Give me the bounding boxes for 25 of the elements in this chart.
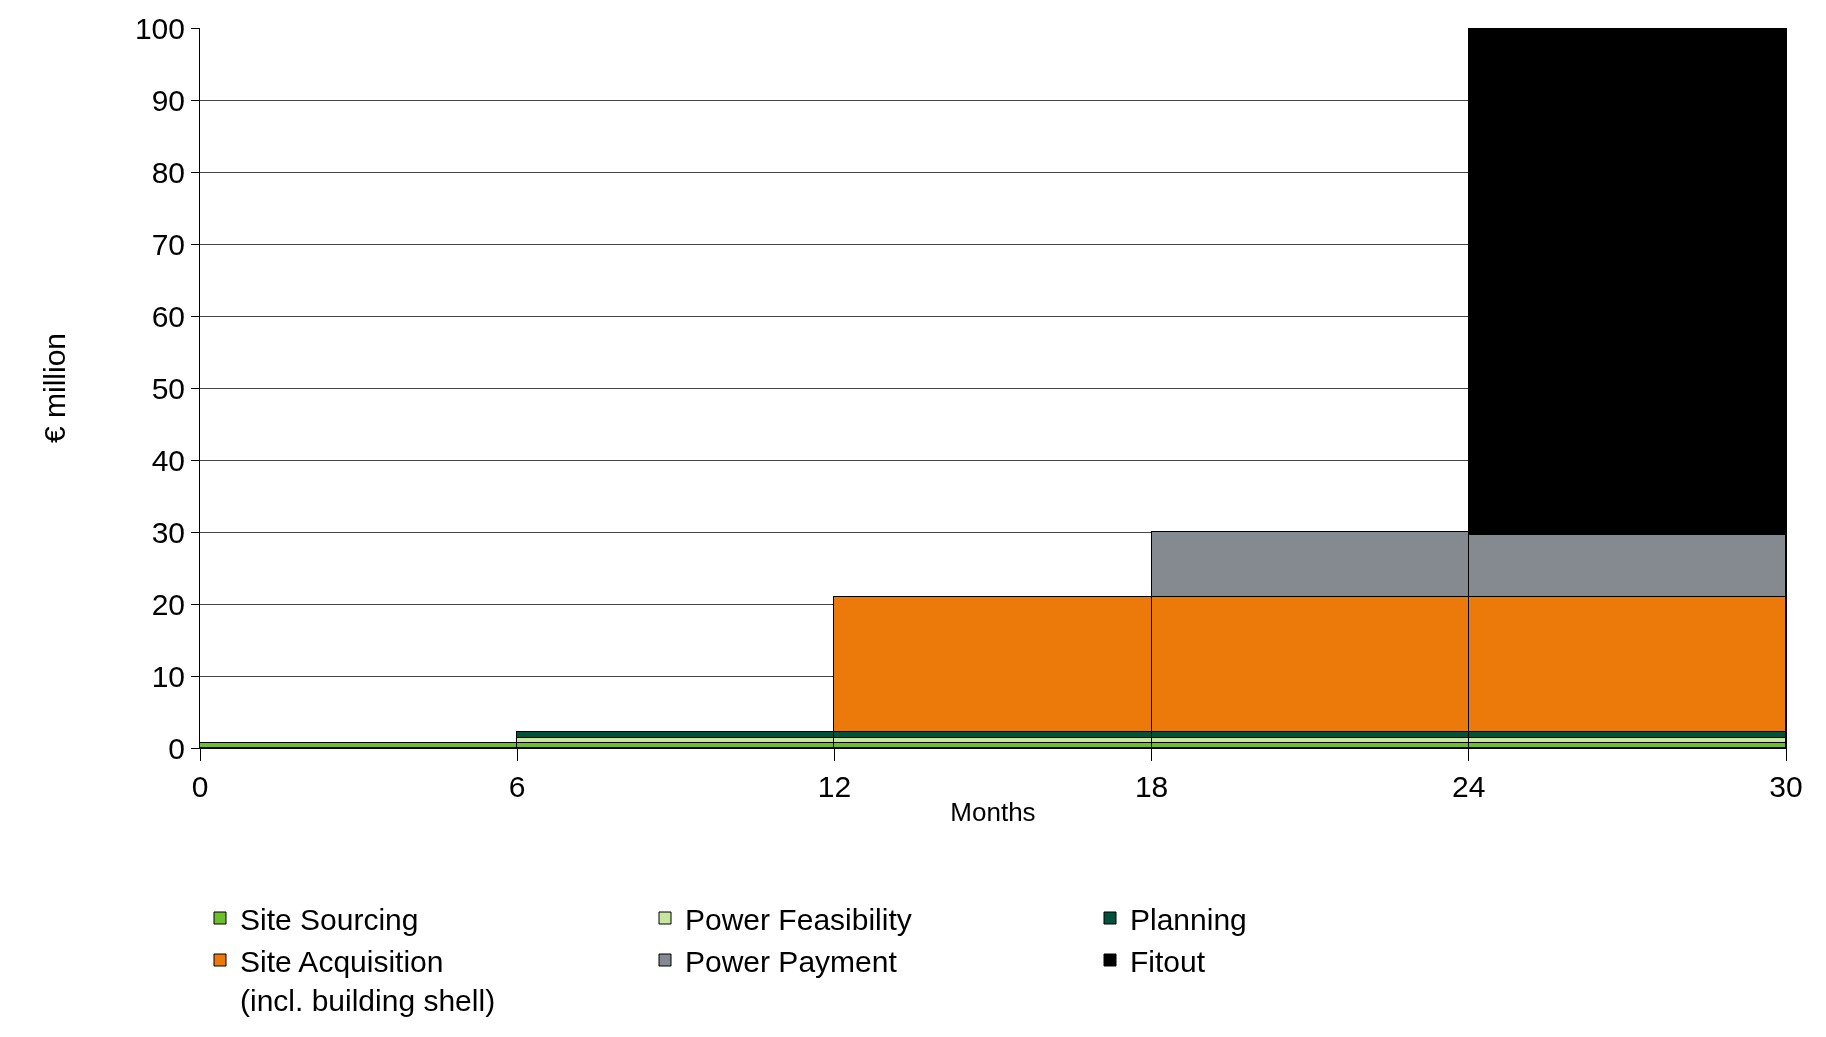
y-tick-label: 70	[151, 227, 185, 261]
y-tick-label: 30	[151, 515, 185, 549]
x-tick-label: 30	[1769, 770, 1803, 803]
y-tick-label: 0	[168, 731, 185, 765]
legend-label: Power Feasibility	[685, 902, 912, 936]
x-tick-label: 24	[1452, 770, 1486, 803]
x-tick-label: 0	[191, 770, 209, 803]
y-tick-label: 100	[134, 11, 185, 45]
x-tick-label: 6	[508, 770, 526, 803]
legend-label: Site Sourcing	[240, 902, 419, 936]
legend-label: Fitout	[1130, 944, 1206, 978]
legend-label: Site Acquisition (incl. building shell)	[240, 944, 496, 1017]
x-tick-label: 18	[1134, 770, 1169, 803]
y-tick-label: 60	[151, 299, 185, 333]
y-axis-title: € million	[37, 332, 71, 444]
x-axis-title: Months	[950, 796, 1036, 827]
legend-label: Power Payment	[685, 944, 898, 978]
y-tick-label: 10	[151, 659, 185, 693]
y-tick-label: 50	[151, 371, 185, 405]
y-tick-label: 20	[151, 587, 185, 621]
y-tick-label: 80	[151, 155, 185, 189]
y-tick-label: 40	[151, 443, 185, 477]
x-tick-label: 12	[817, 770, 852, 803]
legend-label: Planning	[1130, 902, 1247, 936]
y-tick-label: 90	[151, 83, 185, 117]
